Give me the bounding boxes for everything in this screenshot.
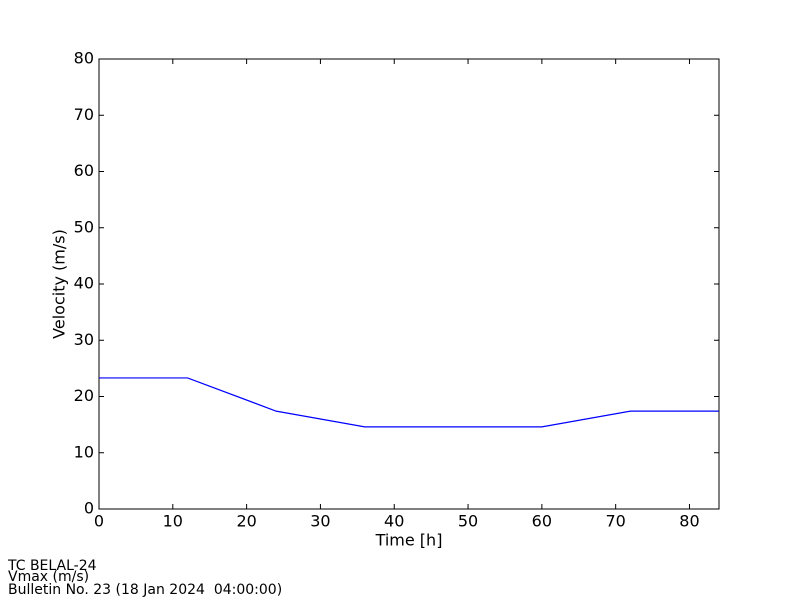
x-tick-label: 40 <box>384 512 404 531</box>
x-tick-label: 80 <box>679 512 699 531</box>
x-tick-label: 30 <box>310 512 330 531</box>
y-axis-label: Velocity (m/s) <box>50 229 69 339</box>
x-tick-label: 50 <box>458 512 478 531</box>
y-tick-label: 30 <box>74 330 94 349</box>
x-axis-label: Time [h] <box>375 531 443 550</box>
y-tick-label: 40 <box>74 274 94 293</box>
data-line <box>99 377 719 428</box>
y-tick-label: 80 <box>74 49 94 68</box>
x-tick-label: 0 <box>94 512 104 531</box>
footer-line: Bulletin No. 23 (18 Jan 2024 04:00:00) <box>8 582 282 598</box>
y-tick-label: 0 <box>84 499 94 518</box>
y-tick-label: 60 <box>74 161 94 180</box>
footer-line: TC BELAL-24 <box>7 558 97 574</box>
x-tick-label: 20 <box>236 512 256 531</box>
y-tick-label: 70 <box>74 105 94 124</box>
x-tick-label: 10 <box>163 512 183 531</box>
x-tick-label: 60 <box>532 512 552 531</box>
y-tick-label: 10 <box>74 442 94 461</box>
footer-line: Vmax (m/s) <box>8 569 89 585</box>
x-tick-label: 70 <box>605 512 625 531</box>
y-tick-label: 20 <box>74 386 94 405</box>
y-tick-label: 50 <box>74 217 94 236</box>
